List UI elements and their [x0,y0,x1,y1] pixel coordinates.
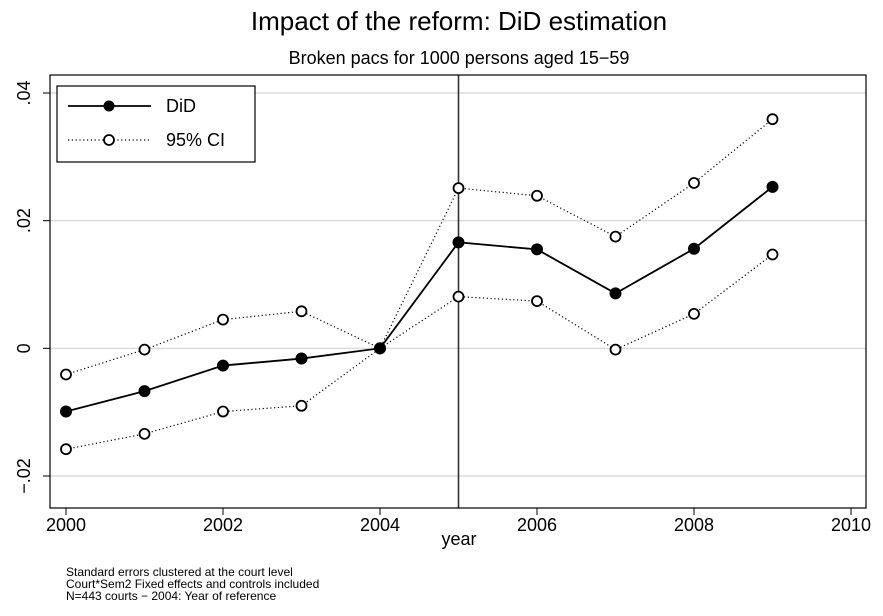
data-point [531,189,543,202]
plot-frame [49,74,867,509]
x-tick-label: 2006 [517,515,557,535]
chart-title: Impact of the reform: DiD estimation [251,6,667,36]
data-point [295,352,308,365]
legend-box [56,85,256,163]
data-point [766,113,779,126]
y-tick-label: −.02 [14,458,34,494]
data-point [138,343,151,356]
data-point [295,305,308,318]
data-point [60,405,72,418]
x-tick-label: 2002 [203,515,243,535]
y-tick-label: 0 [14,343,34,353]
axes: 2000 2002 2004 2006 2008 2010 −.02 0 .02 .04 [14,80,871,535]
chart-notes: Standard errors clustered at the court l… [66,566,319,602]
data-point [374,342,386,355]
data-point [531,295,543,307]
data-point [60,368,72,381]
data-point [138,385,151,398]
x-axis-label: year [441,529,476,549]
note-line: N=443 courts − 2004: Year of reference [66,589,277,603]
x-tick-label: 2004 [360,515,400,535]
data-point [609,287,622,300]
legend-marker [103,100,115,112]
data-point [688,177,700,189]
series-line [65,186,774,413]
data-point [138,427,151,440]
data-point [217,313,229,326]
data-point [531,243,543,256]
note-line: Court*Sem2 Fixed effects and controls in… [66,577,320,591]
legend-label: DiD [166,96,196,116]
series-layer [60,113,779,456]
data-point [452,182,465,195]
legend: DiD 95% CI [56,85,256,163]
data-point [609,230,622,243]
chart: Impact of the reform: DiD estimation Bro… [14,6,871,549]
data-point [217,359,229,372]
data-point [452,236,465,249]
x-tick-label: 2000 [46,515,86,535]
x-tick-label: 2008 [674,515,714,535]
data-point [688,307,700,320]
data-point [60,443,72,456]
y-tick-label: .04 [14,80,34,105]
legend-marker [103,134,115,146]
x-tick-label: 2010 [831,515,871,535]
data-point [452,290,465,303]
data-point [295,399,308,412]
data-point [609,343,622,356]
y-tick-label: .02 [14,208,34,233]
data-point [766,180,779,193]
legend-label: 95% CI [166,130,225,150]
series-ci-lower [60,248,779,456]
series-did [60,180,779,418]
data-point [688,242,700,255]
data-point [217,405,229,418]
series-line [65,254,773,450]
note-line: Standard errors clustered at the court l… [66,565,293,579]
data-point [766,248,779,261]
chart-subtitle: Broken pacs for 1000 persons aged 15−59 [289,48,630,68]
